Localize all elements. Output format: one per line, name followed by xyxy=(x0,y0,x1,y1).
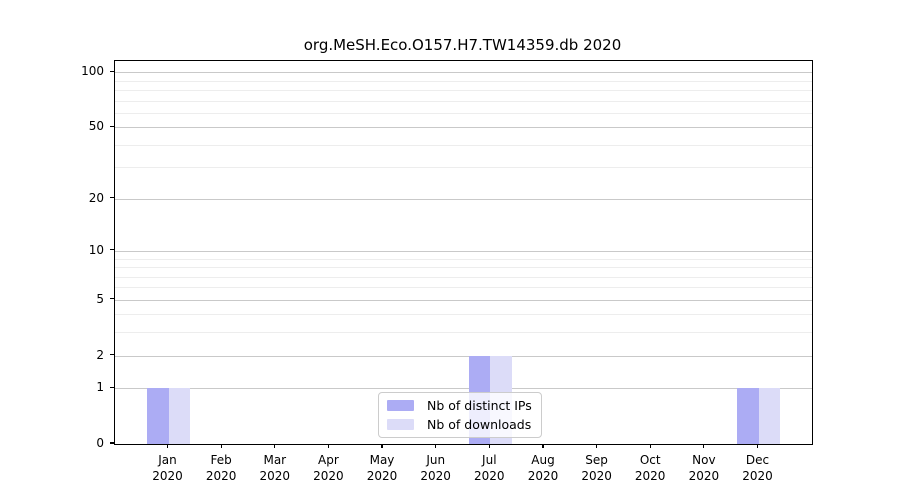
x-tick-mark xyxy=(756,444,759,448)
y-tick-label: 1 xyxy=(96,380,104,395)
y-tick-mark xyxy=(110,386,114,388)
y-tick-label: 5 xyxy=(96,291,104,306)
y-tick-mark xyxy=(110,442,114,444)
x-tick-label: May 2020 xyxy=(366,453,398,483)
minor-gridline xyxy=(115,267,812,268)
y-tick-label: 100 xyxy=(81,64,104,79)
x-tick-label: Jul 2020 xyxy=(474,453,505,483)
x-tick-mark xyxy=(381,444,383,448)
chart-title: org.MeSH.Eco.O157.H7.TW14359.db 2020 xyxy=(303,36,622,54)
y-tick-mark xyxy=(110,249,114,251)
minor-gridline xyxy=(115,144,812,146)
x-tick-mark xyxy=(220,444,222,448)
x-tick-label: Oct 2020 xyxy=(634,453,666,483)
minor-gridline xyxy=(115,167,812,169)
y-tick-label: 50 xyxy=(88,119,104,134)
x-tick-mark xyxy=(542,444,544,448)
x-tick-mark xyxy=(488,444,490,448)
minor-gridline xyxy=(115,89,812,91)
x-tick-mark xyxy=(703,444,705,448)
major-gridline xyxy=(115,299,812,301)
major-gridline xyxy=(115,388,812,390)
minor-gridline xyxy=(115,100,812,102)
legend-item-distinct-ips: Nb of distinct IPs xyxy=(387,398,532,413)
major-gridline xyxy=(115,250,812,252)
y-tick-mark xyxy=(110,70,114,72)
x-tick-mark xyxy=(166,444,169,448)
x-tick-mark xyxy=(649,444,651,448)
minor-gridline xyxy=(115,80,812,82)
x-tick-mark xyxy=(327,444,329,448)
major-gridline xyxy=(115,355,812,357)
x-tick-mark xyxy=(435,444,437,448)
bar-downloads xyxy=(758,388,780,444)
y-tick-mark xyxy=(110,197,114,199)
legend-swatch-distinct-ips xyxy=(387,400,414,411)
legend-label-downloads: Nb of downloads xyxy=(427,417,532,432)
x-tick-mark xyxy=(596,444,598,448)
minor-gridline xyxy=(115,276,812,278)
minor-gridline xyxy=(115,112,812,114)
bar-distinct-ips xyxy=(147,388,169,444)
x-tick-label: Jun 2020 xyxy=(420,453,451,483)
y-tick-mark xyxy=(110,298,114,300)
y-tick-label: 10 xyxy=(88,242,104,257)
x-tick-label: Dec 2020 xyxy=(742,453,773,483)
x-tick-label: Mar 2020 xyxy=(259,453,291,483)
minor-gridline xyxy=(115,314,812,316)
legend: Nb of distinct IPs Nb of downloads xyxy=(378,392,542,438)
legend-swatch-downloads xyxy=(387,419,414,430)
bar-distinct-ips xyxy=(737,388,759,444)
y-tick-label: 2 xyxy=(96,347,104,362)
x-tick-label: Nov 2020 xyxy=(688,453,720,483)
plot-area xyxy=(114,60,813,445)
x-tick-label: Feb 2020 xyxy=(205,453,237,483)
minor-gridline xyxy=(115,332,812,334)
minor-gridline xyxy=(115,258,812,260)
x-tick-label: Aug 2020 xyxy=(527,453,559,483)
x-tick-label: Apr 2020 xyxy=(313,453,344,483)
minor-gridline xyxy=(115,287,812,289)
x-tick-label: Jan 2020 xyxy=(152,453,183,483)
x-tick-label: Sep 2020 xyxy=(581,453,612,483)
major-gridline xyxy=(115,198,812,200)
major-gridline xyxy=(115,72,812,74)
major-gridline xyxy=(115,127,812,129)
legend-label-distinct-ips: Nb of distinct IPs xyxy=(427,398,532,413)
legend-item-downloads: Nb of downloads xyxy=(387,417,532,432)
y-tick-label: 0 xyxy=(96,436,104,450)
y-tick-mark xyxy=(110,353,114,356)
bar-downloads xyxy=(168,388,190,444)
y-tick-label: 20 xyxy=(88,190,104,205)
y-tick-mark xyxy=(110,125,114,127)
x-tick-mark xyxy=(274,444,276,448)
